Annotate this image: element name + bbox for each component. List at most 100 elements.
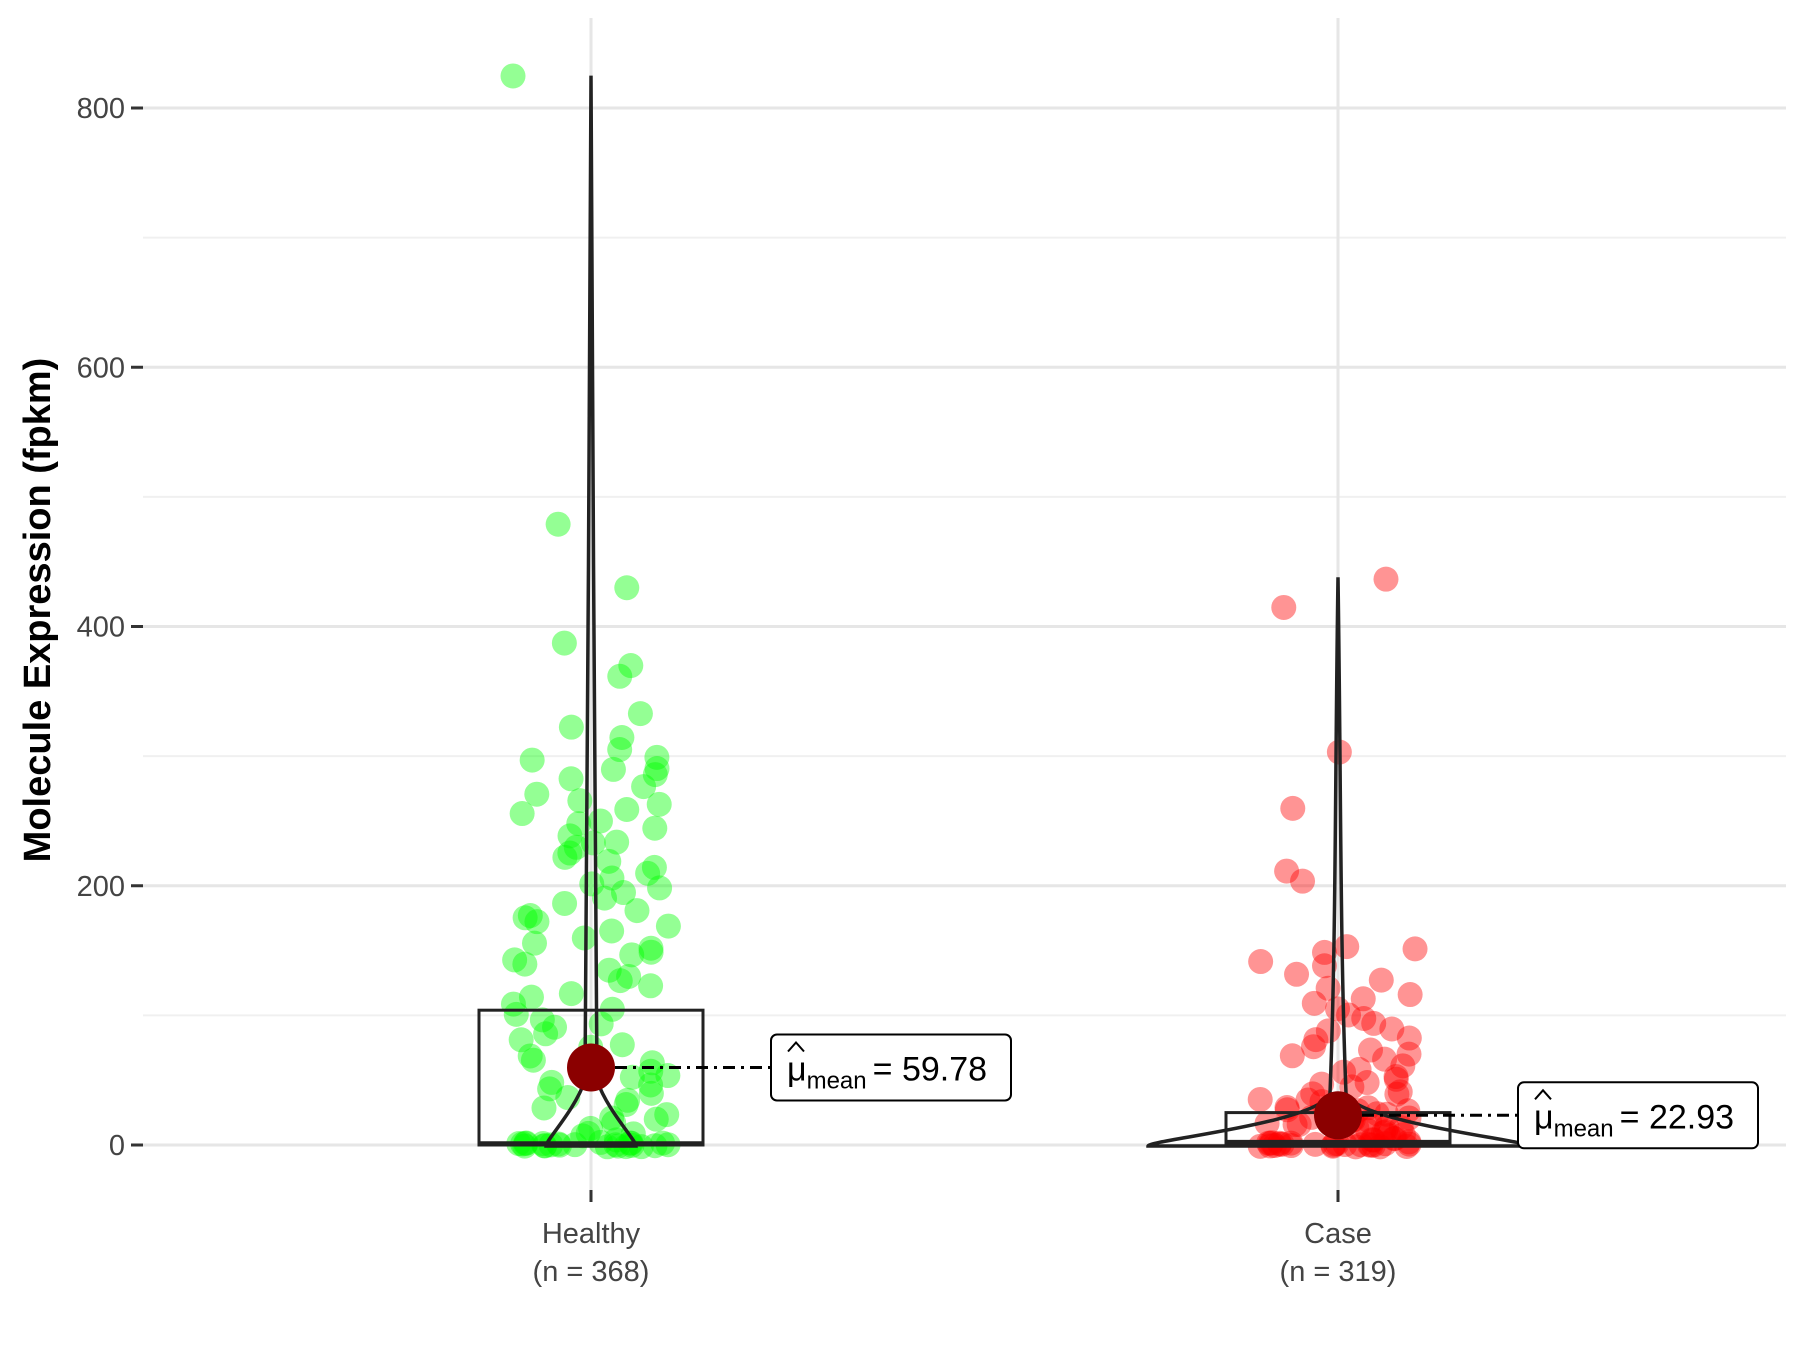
data-point [1395,1098,1421,1124]
data-point [592,885,618,911]
data-point [578,1115,604,1141]
data-point [1373,1119,1399,1145]
data-point [1350,986,1376,1012]
data-point [607,968,633,994]
violin [544,75,638,1148]
data-point [610,880,636,906]
data-point [558,766,584,792]
data-point [618,653,644,679]
mean-label: μmean = 59.78 [787,1051,987,1095]
data-point [509,801,535,827]
data-point [1374,1114,1400,1140]
data-point [531,1095,557,1121]
mean-label-box [770,1033,1012,1102]
data-point [620,1121,646,1147]
data-point [545,511,571,537]
data-point [542,1014,568,1040]
data-point [1279,1043,1305,1069]
data-point [1300,1081,1326,1107]
mean-label-value: = 22.93 [1620,1098,1734,1136]
violin [1146,577,1530,1148]
data-point [537,1076,563,1102]
data-point [655,913,681,939]
data-point [1396,1041,1422,1067]
data-point [512,951,538,977]
mean-label: μmean = 22.93 [1534,1098,1734,1142]
data-point [1284,961,1310,987]
data-point [616,963,642,989]
x-axis: Healthy (n = 368) Case (n = 319) [533,1190,1397,1288]
mean-label-hat [787,1041,805,1053]
data-point [557,840,583,866]
data-point [613,1092,639,1118]
grid-layer [143,18,1786,1190]
data-point [529,1007,555,1033]
data-point [644,756,670,782]
mean-point [1314,1091,1362,1140]
data-point [654,1102,680,1128]
data-point [1358,1037,1384,1063]
data-point [524,909,550,935]
x-category-label: Case [1304,1218,1372,1250]
data-point [600,756,626,782]
mean-label-sub: mean [807,1068,867,1095]
data-point [638,935,664,961]
data-point [1311,939,1337,965]
data-point [1373,566,1399,592]
data-point [609,724,635,750]
data-point [575,1120,601,1146]
data-point [599,865,625,891]
x-category-count: (n = 319) [1280,1256,1397,1288]
data-point [614,575,640,601]
data-point [1334,934,1360,960]
data-point [607,737,633,763]
data-point [638,973,664,999]
data-point [1397,982,1423,1008]
data-point [619,942,645,968]
data-point [1368,967,1394,993]
data-point [503,1001,529,1027]
data-point [1346,1056,1372,1082]
data-point [615,1087,641,1113]
data-point [596,957,622,983]
y-axis-title: Molecule Expression (fpkm) [17,358,59,863]
data-point [1383,1066,1409,1092]
data-point [1274,858,1300,884]
mean-point [567,1043,615,1092]
data-point [1312,953,1338,979]
data-point [587,808,613,834]
data-point [533,1021,559,1047]
data-point [635,860,661,886]
mean-label-box [1517,1081,1759,1150]
data-point [1280,795,1306,821]
data-point [1351,1005,1377,1031]
data-point [520,1047,546,1073]
data-point [1383,1064,1409,1090]
data-point [642,762,668,788]
data-point [624,898,650,924]
mean-label-mu: μ [1534,1098,1554,1136]
data-point [524,781,550,807]
data-point [1282,1112,1308,1138]
mean-label-hat [1534,1088,1552,1100]
data-point [518,984,544,1010]
mean-label-value: = 59.78 [873,1051,987,1089]
series-healthy: μmean = 59.78 [477,63,1012,1160]
mean-label-mu: μ [787,1051,807,1089]
data-point [1361,1010,1387,1036]
data-point [646,791,672,817]
data-point [558,981,584,1007]
data-point [599,1105,625,1131]
data-point [557,823,583,849]
data-point [517,1043,543,1069]
data-point [563,834,589,860]
data-point [638,1080,664,1106]
data-point [627,701,653,727]
y-tick-label: 0 [109,1130,125,1162]
data-point [512,905,538,931]
mean-label-sub: mean [1554,1115,1614,1142]
y-tick-label: 600 [77,352,125,384]
data-point [1371,1120,1397,1146]
